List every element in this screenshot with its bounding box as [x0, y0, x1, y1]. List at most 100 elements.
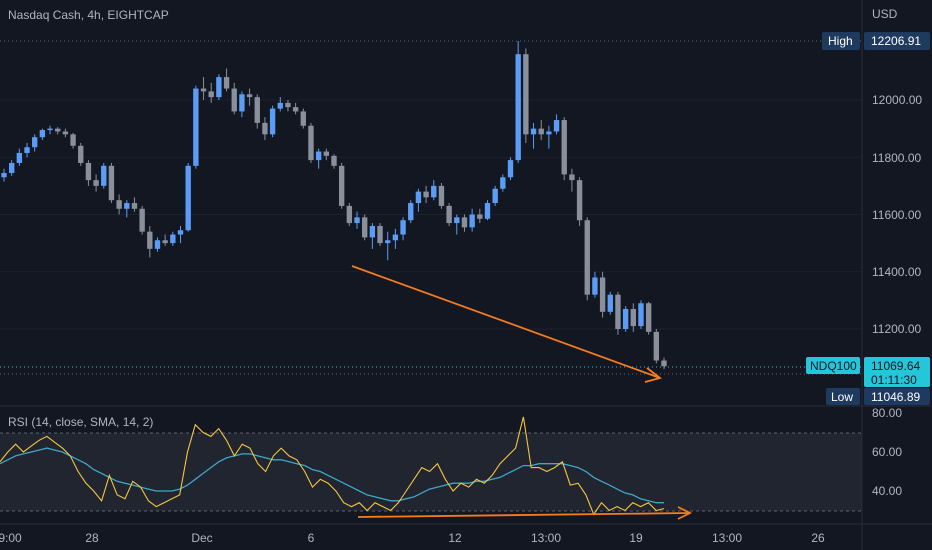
candle-down[interactable] [108, 165, 115, 201]
candle-up[interactable] [47, 128, 53, 131]
candle-down[interactable] [338, 165, 345, 206]
candle-up[interactable] [124, 203, 130, 209]
candles-group[interactable] [1, 41, 667, 370]
candle-down[interactable] [377, 225, 383, 244]
candle-up[interactable] [484, 203, 491, 219]
candle-down[interactable] [246, 94, 253, 98]
candle-down[interactable] [62, 131, 69, 135]
candle-up[interactable] [193, 88, 199, 166]
candle-down[interactable] [55, 128, 61, 132]
candle-up[interactable] [177, 230, 184, 235]
price-trendline[interactable] [351, 265, 661, 379]
candle-up[interactable] [431, 185, 437, 198]
candle-down[interactable] [70, 134, 76, 146]
candle-down[interactable] [523, 54, 529, 135]
candle-up[interactable] [500, 177, 506, 189]
candle-down[interactable] [569, 174, 575, 181]
candle-down[interactable] [308, 125, 314, 161]
rsi-axis[interactable]: 80.00 60.00 40.00 [872, 406, 902, 498]
price-trendline-arrow[interactable] [351, 265, 662, 383]
candle-up[interactable] [530, 128, 537, 135]
candle-down[interactable] [576, 180, 583, 221]
candle-down[interactable] [538, 128, 544, 135]
candle-up[interactable] [515, 54, 521, 161]
candle-down[interactable] [323, 151, 330, 156]
candle-up[interactable] [39, 130, 46, 138]
rsi-line[interactable] [0, 416, 665, 516]
candle-up[interactable] [269, 108, 276, 135]
candle-down[interactable] [292, 107, 299, 112]
candle-down[interactable] [162, 240, 168, 244]
candle-up[interactable] [170, 234, 176, 244]
candle-down[interactable] [362, 217, 368, 238]
candle-up[interactable] [8, 162, 15, 173]
high-label-box [822, 32, 860, 50]
candle-up[interactable] [469, 214, 475, 228]
candle-up[interactable] [24, 147, 30, 153]
candle-up[interactable] [185, 165, 191, 231]
rsi-trendline-arrow[interactable] [357, 506, 693, 520]
candle-up[interactable] [277, 102, 283, 109]
candle-up[interactable] [507, 160, 514, 178]
candle-down[interactable] [661, 360, 667, 367]
candle-up[interactable] [32, 137, 38, 148]
rsi-trendline[interactable] [357, 512, 691, 518]
candle-down[interactable] [300, 111, 306, 126]
candle-up[interactable] [369, 225, 376, 238]
candle-down[interactable] [438, 185, 445, 206]
candle-up[interactable] [400, 220, 406, 235]
candle-down[interactable] [147, 231, 153, 249]
candle-down[interactable] [331, 155, 337, 166]
candle-up[interactable] [216, 77, 222, 98]
candle-up[interactable] [315, 151, 322, 161]
candle-up[interactable] [415, 191, 422, 204]
candle-up[interactable] [607, 294, 613, 312]
rsi-indicator-label[interactable]: RSI (14, close, SMA, 14, 2) [8, 415, 153, 429]
candle-up[interactable] [101, 165, 107, 186]
candle-up[interactable] [392, 234, 399, 241]
candle-down[interactable] [599, 277, 606, 312]
candle-down[interactable] [254, 97, 260, 123]
candle-down[interactable] [446, 205, 452, 224]
candle-up[interactable] [546, 131, 552, 135]
candle-down[interactable] [200, 88, 207, 92]
candle-down[interactable] [461, 217, 468, 228]
candle-up[interactable] [154, 240, 161, 249]
candle-up[interactable] [592, 277, 598, 295]
candle-up[interactable] [408, 203, 414, 221]
candle-down[interactable] [615, 294, 621, 329]
candle-up[interactable] [354, 217, 360, 224]
candle-down[interactable] [85, 162, 92, 181]
time-axis[interactable]: 9:00 28 Dec 6 12 13:00 19 13:00 26 [0, 531, 825, 545]
candle-down[interactable] [208, 91, 214, 98]
candle-down[interactable] [584, 220, 590, 295]
candle-up[interactable] [638, 303, 644, 327]
candle-down[interactable] [561, 120, 567, 175]
price-tick: 11800.00 [872, 151, 921, 165]
candle-down[interactable] [231, 88, 237, 112]
price-axis[interactable]: 12000.00 11800.00 11600.00 11400.00 1120… [872, 93, 922, 336]
candle-up[interactable] [492, 188, 498, 204]
candle-up[interactable] [553, 120, 560, 132]
candle-up[interactable] [239, 94, 245, 112]
candle-down[interactable] [477, 214, 483, 219]
candle-down[interactable] [423, 191, 429, 198]
candle-up[interactable] [454, 217, 460, 224]
candle-down[interactable] [131, 203, 138, 209]
candle-up[interactable] [385, 240, 391, 244]
candle-down[interactable] [630, 308, 636, 327]
candle-down[interactable] [653, 331, 660, 361]
candle-up[interactable] [1, 172, 7, 178]
candle-up[interactable] [16, 152, 23, 163]
candle-down[interactable] [139, 208, 145, 232]
candle-down[interactable] [346, 205, 353, 224]
candle-down[interactable] [78, 145, 84, 163]
candle-down[interactable] [262, 122, 268, 135]
candle-down[interactable] [645, 303, 652, 332]
candle-down[interactable] [285, 102, 291, 108]
candle-up[interactable] [622, 308, 629, 329]
candle-down[interactable] [93, 180, 99, 186]
candle-down[interactable] [116, 200, 122, 209]
candle-down[interactable] [223, 77, 230, 89]
